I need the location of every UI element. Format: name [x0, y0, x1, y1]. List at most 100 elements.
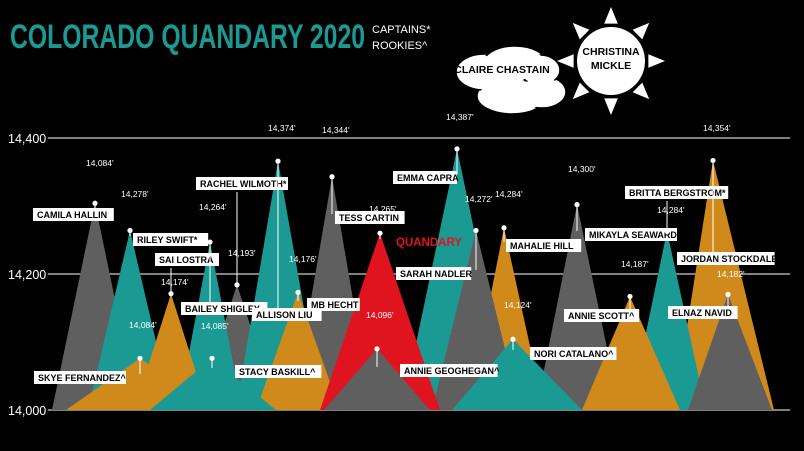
- peak-elevation-label: 14,096': [366, 310, 394, 320]
- peak-label-bg: [33, 208, 114, 221]
- peak-elevation-label: 14,176': [289, 254, 317, 264]
- peak-elevation-label: 14,193': [228, 248, 256, 258]
- peak-elevation-label: 14,264': [199, 202, 227, 212]
- peak-elevation-label: 14,354': [703, 123, 731, 133]
- peak-marker: [473, 227, 479, 234]
- peak-marker: [574, 202, 580, 208]
- peak-name-label: JORDAN STOCKDALE: [681, 254, 777, 264]
- peak-marker: [207, 239, 213, 245]
- peak-name-label: TESS CARTIN: [339, 213, 399, 223]
- peak-label-bg: [668, 306, 738, 319]
- peak-label-bg: [396, 267, 472, 280]
- peak-marker: [295, 289, 301, 295]
- sun-ray: [604, 98, 618, 115]
- peak-elevation-label: 14,284': [657, 205, 685, 215]
- y-tick-label: 14,400: [8, 132, 46, 146]
- peak-name-label: NORI CATALANO^: [534, 349, 614, 359]
- peak-elevation-label: 14,084': [86, 158, 114, 168]
- peak-label-bg: [625, 186, 729, 199]
- peak-marker: [664, 228, 670, 234]
- peak-elevation-label: 14,187': [621, 259, 649, 269]
- peak-marker: [329, 174, 335, 180]
- peak-marker: [627, 293, 633, 300]
- peak-label-bg: [506, 239, 582, 252]
- peak-name-label: STACY BASKILL^: [239, 367, 316, 377]
- peak-name-label: BRITTA BERGSTROM*: [629, 188, 726, 198]
- mountain-peak: [688, 294, 772, 410]
- mountain-peak: [150, 358, 276, 410]
- cloud-icon: [455, 45, 567, 115]
- peak-label-bg: [133, 233, 209, 246]
- peak-label-bg: [155, 253, 219, 266]
- sun-ray: [632, 22, 650, 40]
- legend-rookies: ROOKIES^: [372, 40, 428, 52]
- peak-marker: [127, 227, 133, 234]
- peak-label-bg: [235, 365, 322, 378]
- peak-marker: [275, 158, 281, 164]
- legend-captains: CAPTAINS*: [372, 24, 431, 36]
- peak-marker: [710, 157, 716, 164]
- peak-name-label: ANNIE SCOTT^: [568, 311, 635, 321]
- peak-marker: [377, 230, 383, 236]
- peak-elevation-label: 14,085': [201, 321, 229, 331]
- peak-name-label: ALLISON LIU: [256, 310, 313, 320]
- peak-name-label: RACHEL WILMOTH*: [200, 179, 287, 189]
- mountain-peak: [582, 296, 680, 410]
- peak-labels: CAMILA HALLIN 14,084' RILEY SWIFT* 14,278' S…: [33, 112, 777, 384]
- peak-label-bg: [564, 309, 640, 322]
- mountain-series: [52, 148, 774, 410]
- peak-marker: [168, 291, 174, 297]
- peak-marker: [725, 291, 731, 297]
- peak-marker: [510, 336, 516, 342]
- sun-disc: [577, 27, 645, 95]
- mountain-peak: [452, 339, 582, 410]
- peak-elevation-label: 14,278': [121, 189, 149, 199]
- sun-ray: [557, 54, 574, 68]
- peak-label-bg: [34, 371, 126, 384]
- sun-label-line2: MICKLE: [591, 60, 631, 72]
- peak-name-label: MB HECHT: [311, 300, 359, 310]
- peak-marker: [209, 355, 215, 361]
- peak-elevation-label: 14,174': [161, 277, 189, 287]
- cloud-label: CLAIRE CHASTAIN: [454, 64, 549, 76]
- y-tick-label: 14,200: [8, 268, 46, 282]
- peak-name-label: BAILEY SHIGLEY: [185, 304, 260, 314]
- sun-ray: [572, 82, 590, 100]
- mountain-peak: [324, 348, 430, 410]
- sun-label-line1: CHRISTINA: [582, 46, 640, 58]
- sun-ray: [604, 7, 618, 24]
- peak-label-bg: [252, 308, 322, 321]
- y-tick-label: 14,000: [8, 404, 46, 418]
- peak-marker: [234, 282, 240, 288]
- peak-label-bg: [335, 211, 405, 224]
- peak-elevation-label: 14,272': [465, 194, 493, 204]
- peak-name-label: MIKAYLA SEAWARD: [589, 230, 677, 240]
- peak-label-bg: [530, 347, 617, 360]
- peak-marker: [454, 146, 460, 152]
- peak-name-label: EMMA CAPRA: [397, 173, 459, 183]
- peak-elevation-label: 14,084': [129, 320, 157, 330]
- peak-marker: [92, 200, 98, 206]
- peak-marker: [501, 225, 507, 231]
- peak-name-label: MAHALIE HILL: [510, 241, 574, 251]
- peak-elevation-label: 14,300': [568, 164, 596, 174]
- peak-elevation-label: 14,374': [268, 123, 296, 133]
- sun-ray: [648, 54, 665, 68]
- peak-marker: [374, 346, 380, 352]
- peak-label-bg: [585, 228, 677, 241]
- peak-label-bg: [196, 177, 288, 190]
- peak-name-label: CAMILA HALLIN: [37, 210, 107, 220]
- mountain-peak: [256, 292, 340, 410]
- mountain-peak: [674, 160, 774, 410]
- peak-label-bg: [307, 298, 360, 311]
- sun-ray: [572, 22, 590, 40]
- peak-elevation-label: 14,182': [717, 269, 745, 279]
- peak-elevation-label: 14,124': [504, 300, 532, 310]
- peak-name-label: SAI LOSTRA: [159, 255, 214, 265]
- peak-elevation-label: 14,387': [446, 112, 474, 122]
- peak-elevation-label: 14,284': [495, 189, 523, 199]
- peak-name-label: ELNAZ NAVID: [672, 308, 732, 318]
- peak-marker: [137, 355, 143, 361]
- sun-icon: [557, 7, 665, 115]
